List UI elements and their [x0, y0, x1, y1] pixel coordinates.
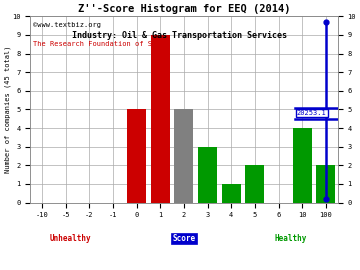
Text: ©www.textbiz.org: ©www.textbiz.org [33, 22, 102, 28]
Title: Z''-Score Histogram for EEQ (2014): Z''-Score Histogram for EEQ (2014) [78, 4, 290, 14]
Text: Unhealthy: Unhealthy [50, 234, 91, 243]
Bar [246, 165, 264, 202]
Text: Industry: Oil & Gas Transportation Services: Industry: Oil & Gas Transportation Servi… [72, 31, 288, 40]
Text: The Research Foundation of SUNY: The Research Foundation of SUNY [33, 40, 165, 46]
Y-axis label: Number of companies (45 total): Number of companies (45 total) [4, 46, 11, 173]
Bar [222, 184, 241, 202]
Bar [151, 35, 170, 202]
Text: Healthy: Healthy [274, 234, 306, 243]
Bar [198, 147, 217, 202]
Bar [293, 128, 312, 202]
Bar [316, 165, 335, 202]
Text: Score: Score [172, 234, 195, 243]
Text: 20253.1: 20253.1 [297, 110, 327, 116]
Bar [127, 109, 146, 202]
Bar [175, 109, 193, 202]
